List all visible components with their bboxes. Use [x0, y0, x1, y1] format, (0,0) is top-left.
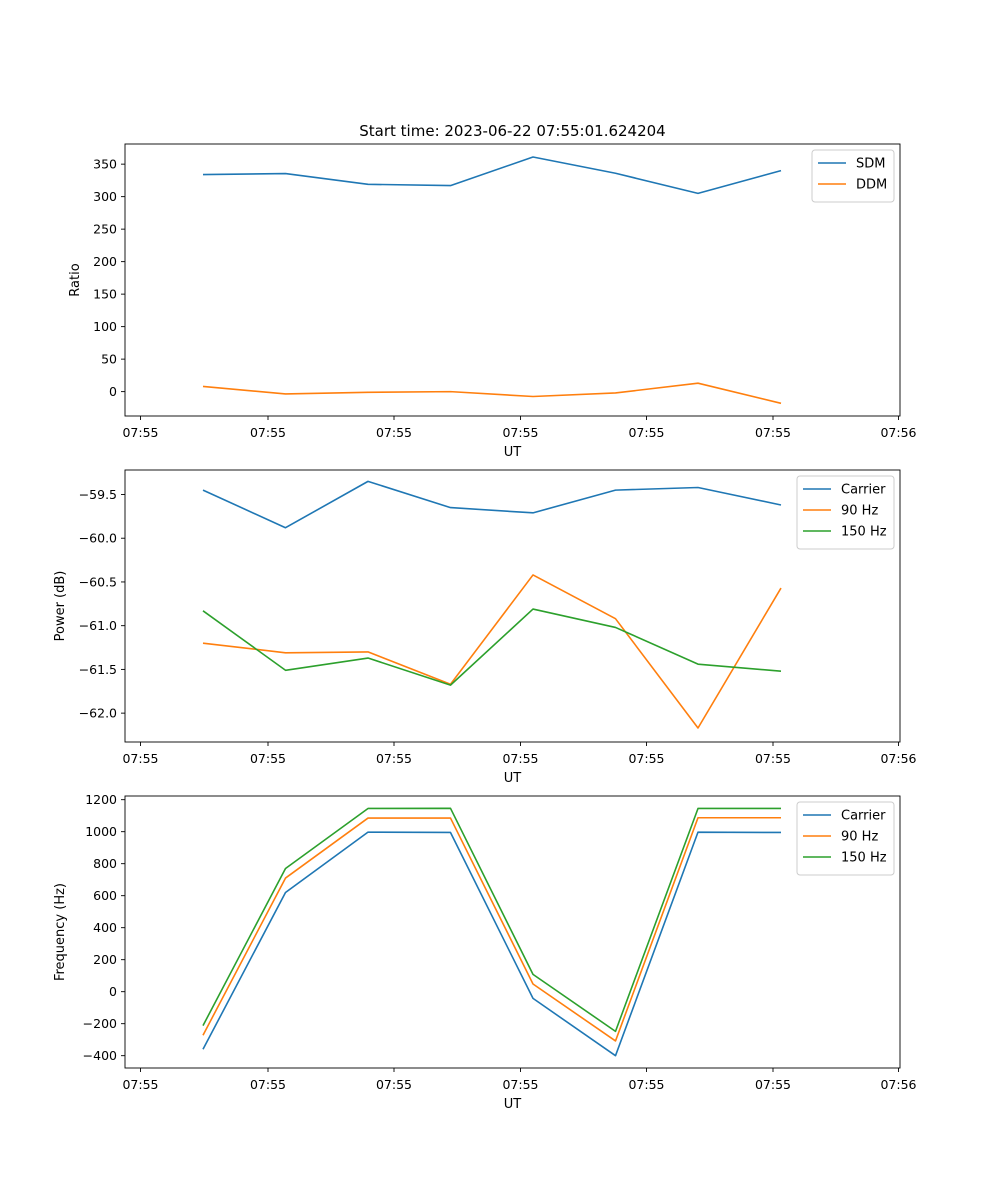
legend-label: Carrier [841, 809, 886, 824]
y-tick-label: −61.0 [79, 618, 117, 633]
x-axis-label: UT [504, 1097, 522, 1112]
axes-frame [124, 795, 901, 1069]
y-tick-label: −60.5 [79, 574, 117, 589]
y-axis-label: Power (dB) [53, 571, 68, 642]
x-tick-label: 07:55 [376, 425, 412, 440]
y-tick-label: −400 [83, 1048, 117, 1063]
legend-label: 150 Hz [841, 525, 887, 540]
y-tick-label: 600 [93, 888, 117, 903]
y-tick-label: −200 [83, 1016, 117, 1031]
y-tick-label: 50 [101, 352, 117, 367]
x-tick-label: 07:55 [250, 751, 286, 766]
y-tick-label: −62.0 [79, 706, 117, 721]
x-tick-label: 07:55 [250, 1077, 286, 1092]
x-tick-label: 07:55 [250, 425, 286, 440]
y-tick-label: 300 [93, 189, 117, 204]
chart-panel-3: 07:55 07:55 07:55 07:55 07:55 07:55 07:56 −400 −… [53, 792, 917, 1112]
x-tick-label: 07:55 [628, 1077, 664, 1092]
y-tick-label: 400 [93, 920, 117, 935]
y-tick-label: 1200 [85, 792, 117, 807]
x-tick-label: 07:55 [376, 1077, 412, 1092]
legend: SDM DDM [811, 149, 895, 203]
x-tick-label: 07:55 [122, 751, 158, 766]
x-tick-label: 07:55 [628, 751, 664, 766]
series-line-sdm [202, 156, 782, 195]
x-tick-label: 07:55 [502, 751, 538, 766]
x-axis-label: UT [504, 771, 522, 786]
y-tick-label: 1000 [85, 824, 117, 839]
axes-frame [124, 469, 901, 743]
x-axis-label: UT [504, 445, 522, 460]
x-tick-label: 07:55 [628, 425, 664, 440]
figure-title: Start time: 2023-06-22 07:55:01.624204 [359, 122, 665, 140]
x-tick-label: 07:56 [880, 1077, 916, 1092]
legend-label: SDM [856, 157, 885, 172]
series-line-150-hz [202, 807, 781, 1033]
series-line-90-hz [202, 816, 781, 1042]
legend: Carrier 90 Hz 150 Hz [796, 801, 895, 876]
y-tick-label: −60.0 [79, 531, 117, 546]
series-line-90-hz [202, 574, 782, 729]
legend-label: 150 Hz [841, 851, 887, 866]
x-tick-label: 07:56 [880, 751, 916, 766]
y-tick-label: −59.5 [79, 487, 117, 502]
axes-frame [124, 143, 901, 417]
x-tick-label: 07:55 [122, 1077, 158, 1092]
x-tick-label: 07:56 [880, 425, 916, 440]
x-tick-label: 07:55 [502, 1077, 538, 1092]
y-axis-label: Frequency (Hz) [53, 883, 68, 981]
x-tick-label: 07:55 [755, 751, 791, 766]
chart-panel-2: 07:55 07:55 07:55 07:55 07:55 07:55 07:56 −59.5… [53, 469, 917, 786]
legend-label: Carrier [841, 483, 886, 498]
y-axis-label: Ratio [68, 263, 83, 296]
series-line-150-hz [202, 608, 782, 686]
y-tick-label: 0 [109, 984, 117, 999]
legend-label: 90 Hz [841, 504, 878, 519]
y-tick-label: 200 [93, 952, 117, 967]
series-line-carrier [202, 480, 782, 529]
legend-label: 90 Hz [841, 830, 878, 845]
y-tick-label: 200 [93, 254, 117, 269]
y-tick-label: 800 [93, 856, 117, 871]
y-tick-label: 250 [93, 222, 117, 237]
y-tick-label: −61.5 [79, 662, 117, 677]
x-tick-label: 07:55 [755, 425, 791, 440]
legend: Carrier 90 Hz 150 Hz [796, 475, 895, 550]
series-line-ddm [202, 382, 782, 405]
x-tick-label: 07:55 [755, 1077, 791, 1092]
y-tick-label: 100 [93, 319, 117, 334]
x-tick-label: 07:55 [122, 425, 158, 440]
y-tick-label: 0 [109, 384, 117, 399]
chart-panel-1: 07:55 07:55 07:55 07:55 07:55 07:55 07:56 0 50 10… [68, 143, 917, 460]
x-tick-label: 07:55 [376, 751, 412, 766]
series-line-carrier [202, 831, 782, 1057]
x-tick-label: 07:55 [502, 425, 538, 440]
y-tick-label: 150 [93, 287, 117, 302]
legend-label: DDM [856, 178, 887, 193]
y-tick-label: 350 [93, 157, 117, 172]
